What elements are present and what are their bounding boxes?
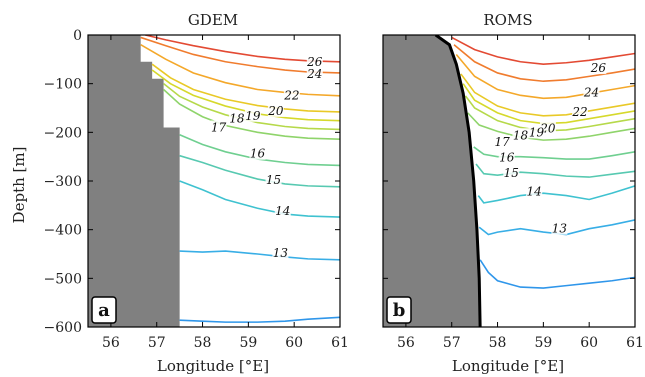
isotherm-label: 19 (529, 125, 545, 139)
isotherm-label: 13 (273, 246, 289, 260)
isotherm-label: 20 (267, 104, 284, 118)
x-tick-label: 60 (580, 335, 598, 351)
panel-tag-box (91, 296, 117, 324)
isotherm-15 (475, 163, 635, 178)
isotherm-label: 17 (211, 120, 227, 134)
x-tick-label: 59 (534, 335, 552, 351)
panel-a-xlabel: Longitude [°E] (157, 357, 269, 375)
panel-b-title: ROMS (483, 11, 532, 29)
y-tick-label: −200 (44, 125, 82, 141)
isotherm-deep-11 (479, 259, 635, 289)
isotherm-label: 22 (571, 105, 587, 119)
isotherm-17 (163, 88, 340, 140)
isotherm-label: 14 (527, 185, 542, 199)
panel-a-title: GDEM (188, 11, 238, 29)
isotherm-16 (473, 146, 635, 160)
isotherm-24 (453, 44, 635, 83)
isotherm-deep-11 (179, 316, 340, 323)
x-tick-label: 61 (331, 335, 349, 351)
isotherm-label: 22 (283, 88, 299, 102)
isotherm-15 (179, 154, 340, 188)
x-tick-label: 59 (239, 335, 257, 351)
isotherm-14 (179, 180, 340, 218)
isotherm-label: 26 (590, 61, 607, 75)
isotherm-24 (140, 36, 340, 74)
isotherm-label: 17 (494, 135, 510, 149)
y-tick-label: −400 (44, 223, 82, 239)
isotherm-label: 15 (504, 166, 519, 180)
isotherm-label: 18 (513, 128, 529, 142)
isotherm-22 (455, 53, 635, 100)
y-tick-label: 0 (73, 28, 82, 44)
panel-tag: a (98, 300, 110, 321)
panel-tag-box (386, 296, 412, 324)
x-tick-label: 58 (489, 335, 507, 351)
x-tick-label: 56 (397, 335, 415, 351)
isotherm-label: 15 (266, 173, 281, 187)
land-mask (383, 35, 481, 327)
isotherm-20 (460, 73, 635, 117)
ylabel: Depth [m] (10, 147, 28, 224)
y-tick-label: −300 (44, 174, 82, 190)
isotherm-label: 14 (275, 204, 290, 218)
y-tick-label: −100 (44, 77, 82, 93)
isotherm-22 (140, 44, 340, 97)
isotherm-17 (467, 112, 635, 141)
x-tick-label: 57 (148, 335, 166, 351)
y-tick-label: −600 (44, 320, 82, 336)
isotherm-13 (478, 219, 635, 236)
coastline (434, 35, 482, 327)
isotherm-label: 26 (306, 55, 323, 69)
isotherm-26 (451, 36, 635, 66)
x-tick-label: 58 (194, 335, 212, 351)
isotherm-label: 16 (250, 147, 266, 161)
isotherm-13 (179, 250, 340, 261)
isotherm-19 (151, 69, 340, 122)
x-tick-label: 57 (443, 335, 461, 351)
isotherm-label: 24 (306, 67, 322, 81)
isotherm-label: 16 (499, 151, 515, 165)
isotherm-26 (145, 35, 340, 63)
y-tick-label: −500 (44, 271, 82, 287)
isotherm-label: 13 (552, 222, 568, 236)
x-tick-label: 60 (285, 335, 303, 351)
x-tick-label: 61 (626, 335, 644, 351)
isotherm-label: 24 (583, 85, 599, 99)
isotherm-20 (151, 63, 340, 113)
panel-tag: b (393, 300, 406, 321)
panel-b-xlabel: Longitude [°E] (452, 357, 564, 375)
land-mask (88, 35, 180, 327)
x-tick-label: 56 (102, 335, 120, 351)
isotherm-14 (477, 185, 635, 204)
isotherm-label: 18 (229, 112, 245, 126)
isotherm-label: 19 (245, 109, 261, 123)
